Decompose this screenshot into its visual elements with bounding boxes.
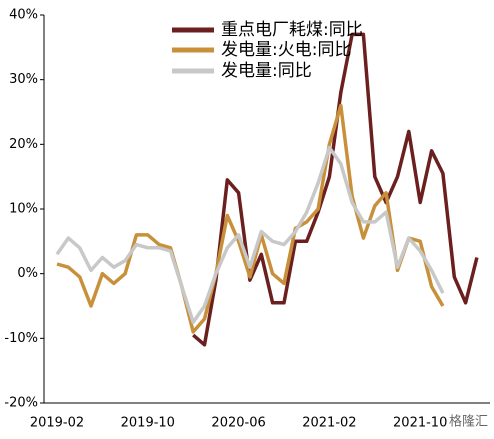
y-tick-label: 10%	[9, 202, 38, 217]
x-tick-label: 2020-06	[211, 416, 265, 431]
watermark: 格隆汇	[449, 414, 488, 430]
y-tick-label: 30%	[9, 72, 38, 87]
series-line	[56, 103, 445, 334]
x-tick-label: 2019-02	[30, 416, 84, 431]
x-tick-label: 2021-10	[393, 416, 447, 431]
x-tick-label: 2019-10	[121, 416, 175, 431]
y-tick-label: 40%	[9, 8, 38, 23]
legend-label: 重点电厂耗煤:同比	[221, 20, 363, 40]
legend-label: 发电量:火电:同比	[221, 40, 351, 60]
legend-label: 发电量:同比	[221, 61, 312, 81]
series-line	[55, 145, 445, 324]
y-tick-label: -20%	[4, 396, 38, 411]
x-tick-label: 2021-02	[302, 416, 356, 431]
y-tick-label: 0%	[17, 266, 38, 281]
series-line	[192, 32, 479, 347]
y-tick-label: -10%	[4, 331, 38, 346]
y-tick-label: 20%	[9, 137, 38, 152]
